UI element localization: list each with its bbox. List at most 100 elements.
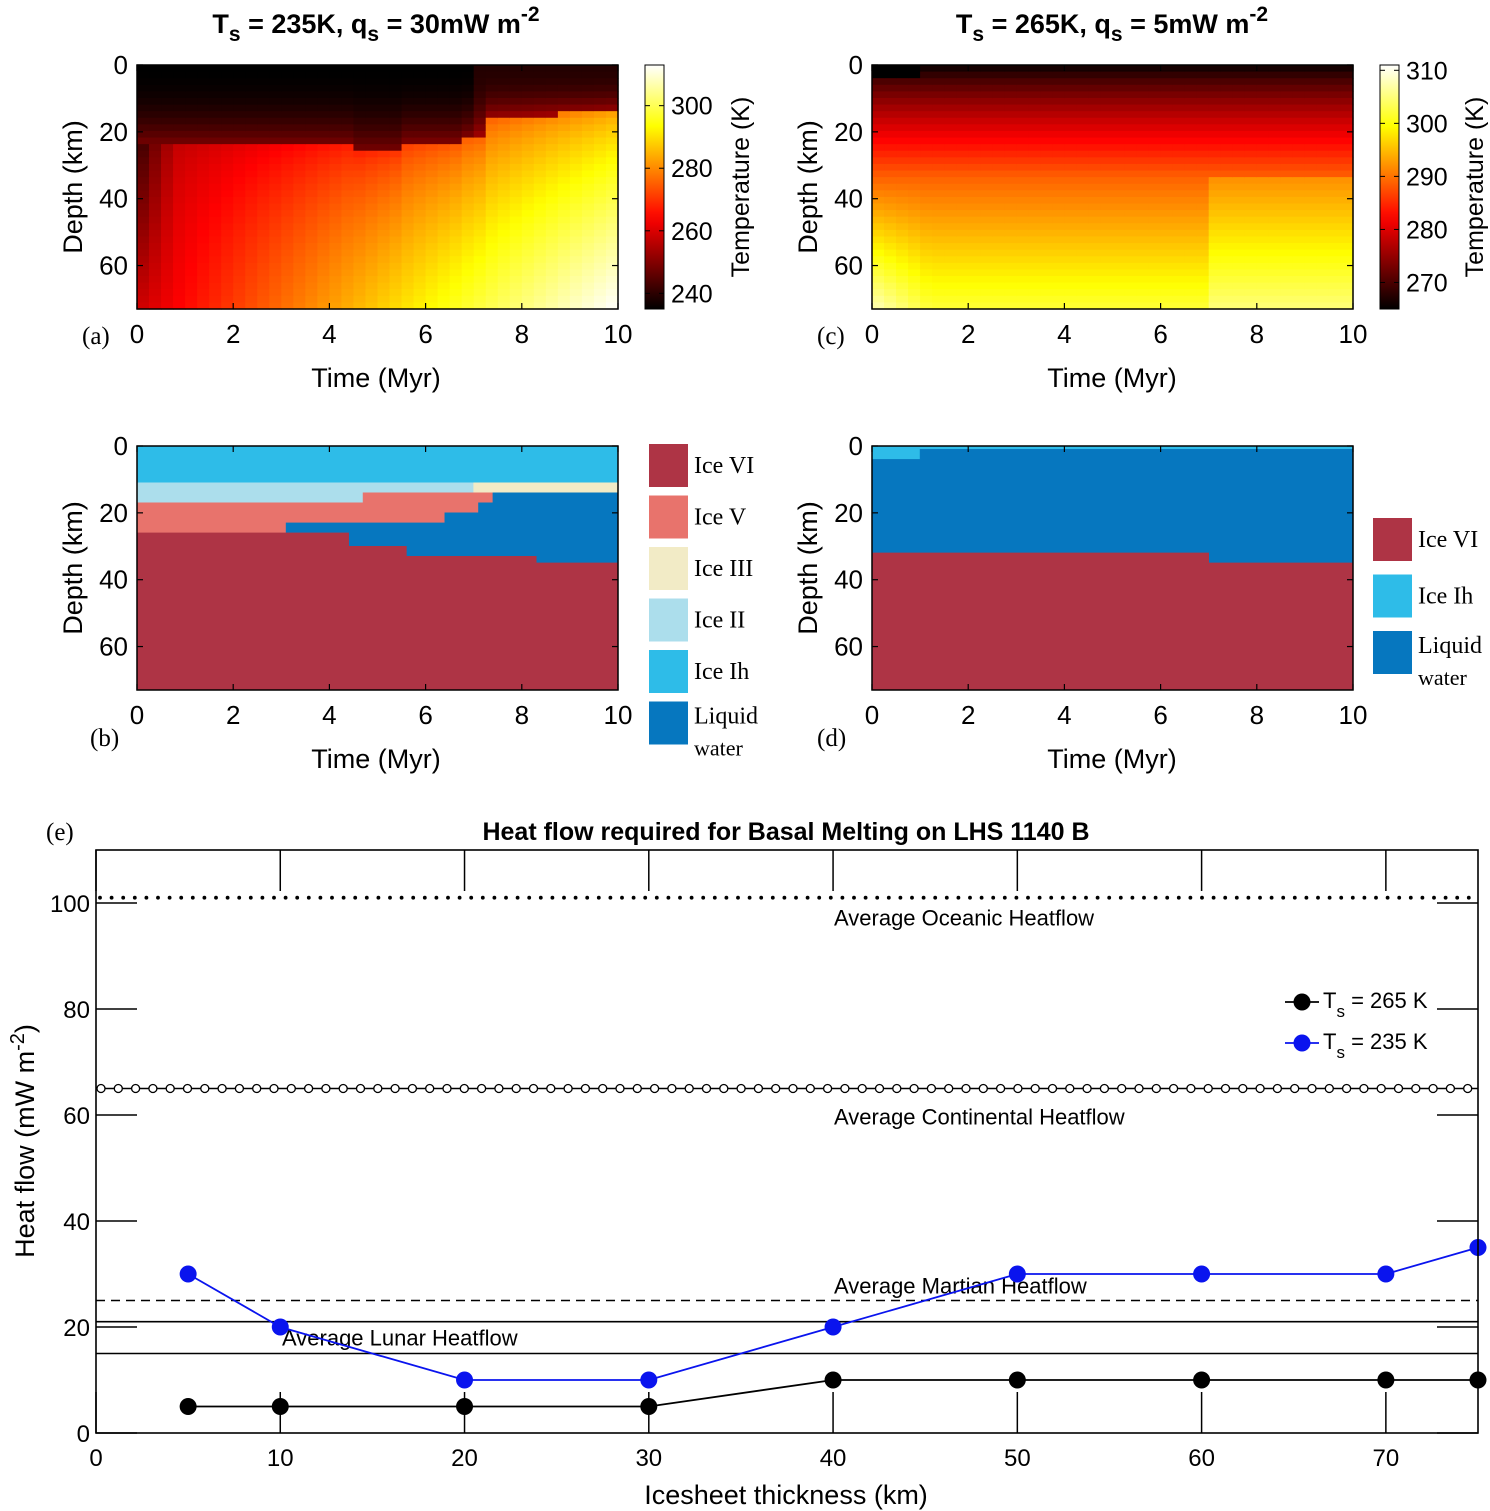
heatmap-cell (533, 144, 547, 152)
heatmap-cell (293, 71, 306, 79)
heatmap-cell (497, 117, 511, 125)
heatmap-cell (185, 111, 198, 119)
heatmap-cell (1208, 124, 1222, 132)
heatmap-cell (1208, 137, 1222, 145)
heatmap-cell (317, 144, 330, 152)
oceanic-line-dot (399, 895, 404, 900)
heatmap-cell (1196, 137, 1210, 145)
heatmap-cell (1220, 91, 1234, 99)
heatmap-cell (1172, 137, 1186, 145)
heatmap-cell (269, 229, 282, 238)
heatmap-cell (377, 71, 391, 79)
heatmap-cell (149, 104, 162, 112)
heatmap-cell (197, 295, 210, 304)
heatmap-cell (1232, 144, 1246, 152)
heatmap-cell (1268, 130, 1282, 139)
legend-label: Ice VI (1418, 527, 1478, 553)
heatmap-cell (605, 295, 619, 304)
legend-label: water (1418, 665, 1468, 690)
heatmap-cell (1220, 65, 1234, 73)
heatmap-cell (413, 256, 427, 264)
heatmap-cell (1340, 117, 1354, 125)
heatmap-cell (197, 269, 210, 277)
heatmap-cell (992, 210, 1005, 218)
heatmap-cell (1328, 170, 1342, 178)
oceanic-line-dot (631, 895, 636, 900)
heatmap-cell (341, 190, 355, 198)
heatmap-cell (1088, 216, 1102, 224)
heatmap-cell (1004, 236, 1017, 244)
heatmap-cell (1088, 196, 1102, 205)
heatmap-cell (944, 229, 957, 238)
heatmap-cell (968, 262, 981, 271)
heatmap-cell (221, 144, 234, 152)
oceanic-line-dot (1385, 895, 1390, 900)
heatmap-cell (437, 124, 451, 132)
heatmap-cell (173, 256, 186, 264)
heatmap-cell (1256, 256, 1270, 264)
heatmap-cell (281, 289, 294, 297)
heatmap-cell (1052, 150, 1065, 158)
heatmap-cell (509, 97, 523, 106)
heatmap-cell (377, 104, 391, 112)
heatmap-cell (1052, 177, 1065, 185)
oceanic-line-dot (225, 895, 230, 900)
heatmap-cell (305, 236, 318, 244)
heatmap-cell (884, 163, 897, 172)
heatmap-cell (257, 91, 270, 99)
heatmap-cell (569, 78, 583, 86)
heatmap-cell (605, 210, 619, 218)
heatmap-cell (1316, 196, 1330, 205)
heatmap-cell (329, 150, 343, 158)
heatmap-cell (968, 243, 981, 251)
heatmap-cell (896, 104, 909, 112)
heatmap-cell (161, 302, 174, 310)
heatmap-cell (1064, 196, 1078, 205)
heatmap-cell (209, 170, 222, 178)
heatmap-cell (1208, 71, 1222, 79)
oceanic-line-dot (527, 895, 532, 900)
heatmap-cell (1004, 124, 1017, 132)
heatmap-cell (281, 229, 294, 238)
heatmap-cell (920, 236, 933, 244)
heatmap-cell (437, 190, 451, 198)
heatmap-cell (389, 163, 403, 172)
heatmap-cell (545, 71, 559, 79)
heatmap-cell (1232, 196, 1246, 205)
heatmap-cell (413, 78, 427, 86)
heatmap-cell (305, 177, 318, 185)
heatmap-cell (245, 157, 258, 165)
heatmap-cell (413, 295, 427, 304)
heatmap-cell (872, 249, 885, 257)
heatmap-cell (605, 117, 619, 125)
heatmap-cell (581, 163, 595, 172)
heatmap-cell (401, 190, 415, 198)
heatmap-cell (1016, 177, 1029, 185)
heatmap-cell (149, 84, 162, 92)
heatmap-cell (1256, 229, 1270, 238)
heatmap-cell (461, 243, 475, 251)
heatmap-cell (221, 203, 234, 211)
heatmap-cell (365, 256, 379, 264)
heatmap-cell (1292, 216, 1306, 224)
heatmap-cell (197, 104, 210, 112)
y-tick-label: 0 (77, 1421, 90, 1448)
heatmap-cell (1160, 256, 1174, 264)
heatmap-cell (872, 183, 885, 191)
heatmap-cell (257, 203, 270, 211)
heatmap-cell (1256, 137, 1270, 145)
heatmap-cell (1220, 223, 1234, 231)
heatmap-cell (149, 71, 162, 79)
heatmap-cell (944, 223, 957, 231)
heatmap-cell (1148, 84, 1162, 92)
x-tick-label: 30 (635, 1445, 662, 1472)
heatmap-cell (1040, 177, 1053, 185)
heatmap-cell (1052, 196, 1065, 205)
heatmap-cell (1316, 229, 1330, 238)
heatmap-cell (521, 157, 535, 165)
heatmap-cell (1340, 150, 1354, 158)
heatmap-cell (581, 276, 595, 284)
continental-line-marker (338, 1083, 348, 1094)
heatmap-cell (968, 216, 981, 224)
heatmap-cell (1280, 163, 1294, 172)
